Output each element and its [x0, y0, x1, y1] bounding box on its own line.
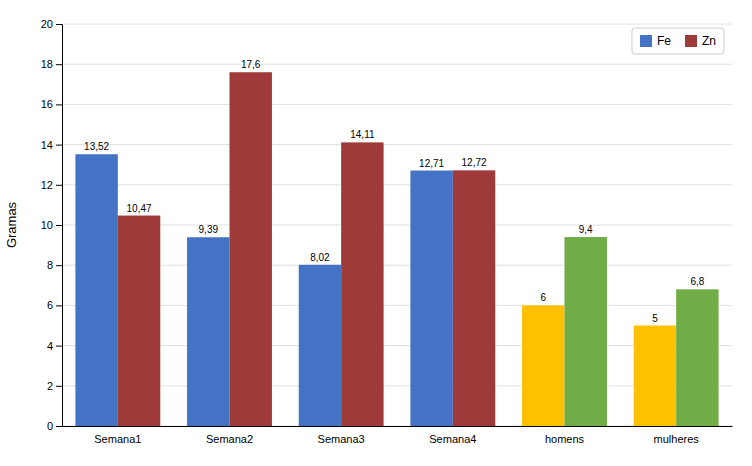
y-tick: 2 — [47, 380, 62, 392]
data-label: 9,4 — [579, 224, 593, 235]
x-tick: mulheres — [654, 433, 700, 445]
y-tick-label: 20 — [41, 18, 53, 30]
data-label: 8,02 — [310, 252, 330, 263]
y-tick: 20 — [41, 18, 62, 30]
y-tick-label: 6 — [47, 299, 53, 311]
data-labels: 13,52 9,39 8,02 12,71 6 5 10,47 17,6 14,11 12,72 9… — [84, 59, 705, 323]
grid — [62, 24, 732, 426]
y-tick-mark — [56, 104, 62, 105]
grid-line — [62, 184, 732, 185]
legend-item: Fe — [640, 34, 671, 48]
y-axis: 0 2 4 6 8 10 12 14 16 18 20 — [41, 18, 63, 432]
bars — [75, 72, 718, 426]
legend-swatch — [685, 35, 697, 47]
y-tick-mark — [56, 145, 62, 146]
grid-line — [62, 225, 732, 226]
y-tick-label: 18 — [41, 58, 53, 70]
data-label: 5 — [652, 313, 658, 324]
data-label: 17,6 — [241, 59, 261, 70]
y-tick: 18 — [41, 58, 62, 70]
y-tick: 16 — [41, 98, 62, 110]
x-tick: Semana4 — [429, 433, 476, 445]
bar — [341, 142, 383, 426]
grid-line — [62, 385, 732, 386]
y-tick-mark — [56, 64, 62, 65]
grid-line — [62, 144, 732, 145]
x-tick: Semana3 — [318, 433, 365, 445]
legend-swatch — [640, 35, 652, 47]
chart: 02468101214161820Semana1Semana2Semana3Se… — [0, 0, 752, 466]
legend-label: Zn — [702, 34, 716, 48]
bar — [634, 326, 676, 427]
bar — [299, 265, 341, 426]
plot: 02468101214161820Semana1Semana2Semana3Se… — [41, 18, 733, 445]
y-tick-mark — [56, 185, 62, 186]
legend: Fe Zn — [632, 28, 724, 54]
x-tick: homens — [545, 433, 585, 445]
y-tick: 12 — [41, 179, 62, 191]
y-tick-label: 12 — [41, 179, 53, 191]
data-label: 6 — [541, 292, 547, 303]
data-label: 9,39 — [199, 224, 219, 235]
y-tick-mark — [56, 24, 62, 25]
y-tick-mark — [56, 225, 62, 226]
bar — [75, 154, 117, 426]
y-tick-mark — [56, 386, 62, 387]
bar — [565, 237, 607, 426]
legend-item: Zn — [685, 34, 716, 48]
x-axis-line — [63, 426, 733, 427]
bar — [410, 171, 452, 426]
y-tick: 10 — [41, 219, 62, 231]
y-tick-label: 8 — [47, 259, 53, 271]
x-tick: Semana2 — [206, 433, 253, 445]
grid-line — [62, 265, 732, 266]
y-axis-line — [56, 25, 63, 427]
x-tick-label: Semana1 — [94, 433, 141, 445]
bar — [676, 289, 718, 426]
legend-box — [632, 28, 724, 54]
x-tick-label: Semana3 — [318, 433, 365, 445]
x-tick-label: mulheres — [654, 433, 700, 445]
y-tick-label: 14 — [41, 139, 53, 151]
y-tick-label: 10 — [41, 219, 53, 231]
x-axis: Semana1 Semana2 Semana3 Semana4 homens mulher… — [63, 427, 733, 445]
grid-line — [62, 24, 732, 25]
y-tick-label: 16 — [41, 98, 53, 110]
data-label: 6,8 — [690, 276, 704, 287]
x-tick: Semana1 — [94, 433, 141, 445]
y-tick-label: 4 — [47, 340, 53, 352]
x-tick-label: Semana4 — [429, 433, 476, 445]
grid-line — [62, 104, 732, 105]
x-tick-label: homens — [545, 433, 585, 445]
y-tick: 14 — [41, 139, 62, 151]
x-tick-label: Semana2 — [206, 433, 253, 445]
bar — [230, 72, 272, 426]
data-label: 12,72 — [462, 157, 487, 168]
y-tick-mark — [56, 265, 62, 266]
y-tick-mark — [56, 426, 62, 427]
legend-label: Fe — [657, 34, 671, 48]
y-axis-title: Gramas — [4, 201, 19, 248]
bar — [187, 237, 229, 426]
data-label: 12,71 — [419, 158, 444, 169]
bar — [522, 305, 564, 426]
bar — [453, 170, 495, 426]
y-tick: 4 — [47, 340, 62, 352]
bar — [118, 216, 160, 426]
data-label: 13,52 — [84, 141, 109, 152]
y-tick: 6 — [47, 299, 62, 311]
grid-line — [62, 426, 732, 427]
y-tick-mark — [56, 346, 62, 347]
y-tick: 8 — [47, 259, 62, 271]
y-tick-label: 0 — [47, 420, 53, 432]
data-label: 14,11 — [350, 129, 375, 140]
y-tick-label: 2 — [47, 380, 53, 392]
data-label: 10,47 — [127, 203, 152, 214]
y-tick-mark — [56, 305, 62, 306]
grid-line — [62, 345, 732, 346]
y-tick: 0 — [47, 420, 62, 432]
grid-line — [62, 305, 732, 306]
grid-line — [62, 64, 732, 65]
